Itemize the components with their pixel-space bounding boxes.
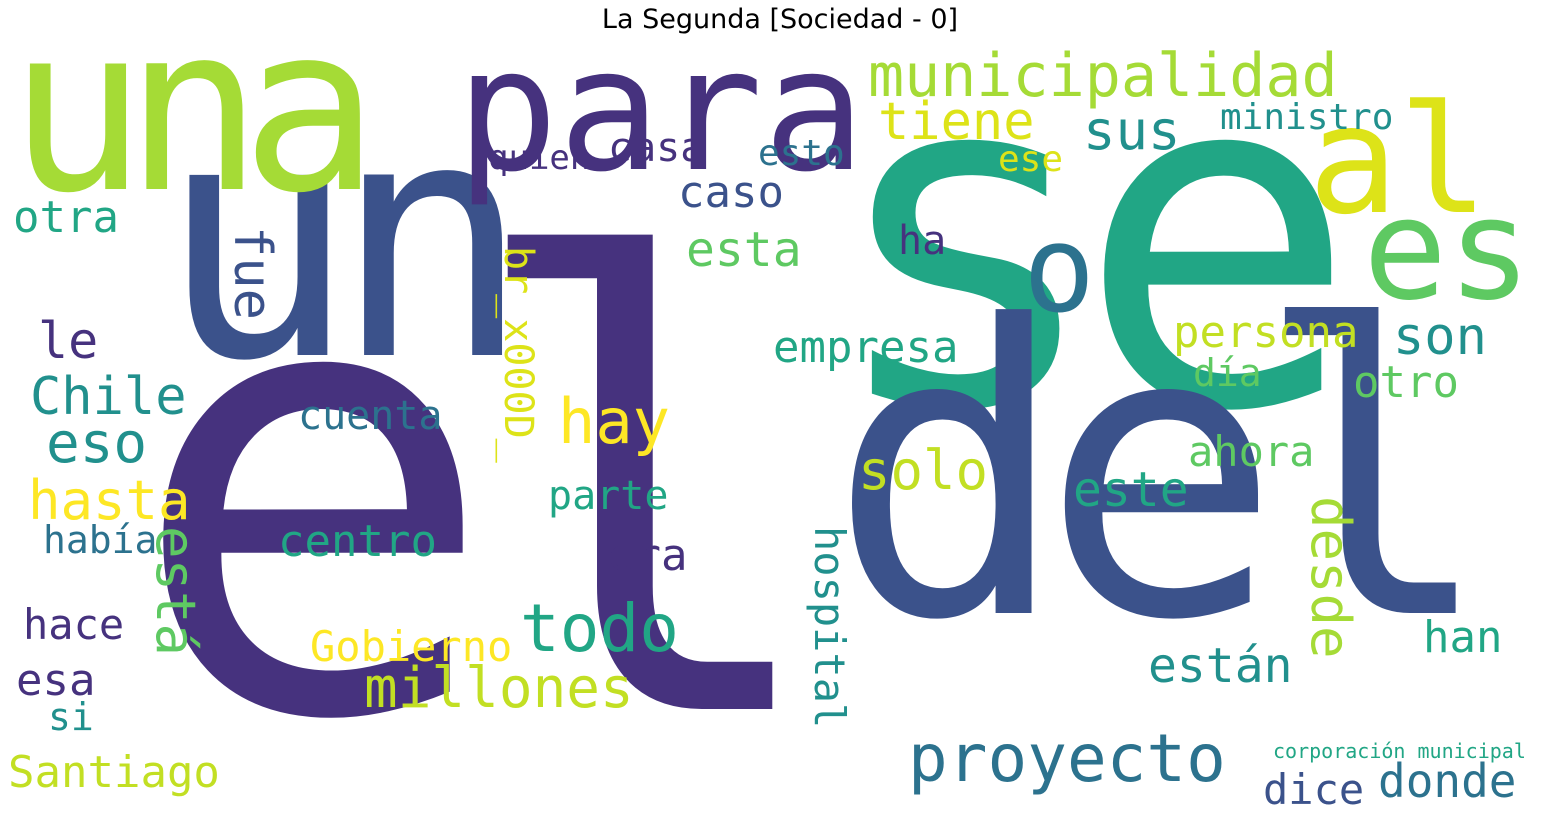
word: han: [1423, 612, 1503, 663]
word: esa: [16, 655, 96, 706]
word: o: [1023, 201, 1096, 340]
word: son: [1393, 307, 1487, 367]
word: fue: [222, 226, 282, 320]
word: este: [1073, 462, 1189, 518]
word: corporación municipal: [1273, 739, 1526, 763]
word: br_x000D_: [495, 246, 541, 463]
word: parte: [548, 473, 669, 519]
word: un: [158, 49, 531, 433]
word: centro: [278, 516, 437, 567]
word: está: [144, 526, 207, 657]
word: al: [1308, 74, 1489, 248]
word: ese: [998, 139, 1064, 180]
word: persona: [1173, 307, 1359, 358]
word: millones: [364, 656, 634, 721]
word: Gobierno: [310, 622, 513, 671]
word: desde: [1299, 496, 1362, 659]
word: había: [43, 518, 158, 562]
word: dice: [1263, 765, 1365, 814]
word: cuenta: [298, 393, 443, 439]
word: para: [456, 36, 866, 210]
word: esta: [686, 222, 802, 278]
word: hasta: [28, 469, 191, 532]
word: casa: [608, 125, 705, 171]
word: esto: [758, 133, 845, 174]
word: otro: [1353, 357, 1459, 408]
word: es: [1363, 169, 1532, 332]
word: era: [608, 530, 688, 581]
word: empresa: [773, 322, 959, 373]
word: donde: [1378, 754, 1517, 808]
word: una: [8, 36, 379, 244]
word: hay: [558, 385, 670, 458]
word: si: [48, 695, 94, 739]
word: se: [823, 36, 1359, 514]
word: municipalidad: [868, 41, 1338, 111]
word: ha: [898, 218, 947, 264]
word-cloud: el se del un una para al es o municipali…: [8, 36, 1552, 816]
word: caso: [678, 167, 784, 218]
word: tiene: [878, 92, 1035, 152]
word: hospital: [805, 526, 854, 729]
word: quien: [488, 138, 591, 178]
word: ministro: [1220, 97, 1394, 138]
word: están: [1148, 638, 1293, 694]
word: Chile: [30, 367, 187, 427]
word: del: [828, 243, 1494, 708]
word: le: [38, 312, 99, 370]
word: día: [1193, 351, 1262, 395]
word: eso: [46, 411, 148, 476]
word: Santiago: [8, 747, 220, 798]
word: proyecto: [908, 720, 1226, 797]
word: solo: [858, 439, 989, 502]
word: otra: [13, 192, 119, 243]
wordcloud-title: La Segunda [Sociedad - 0]: [601, 4, 959, 35]
word: todo: [520, 590, 679, 667]
word: ahora: [1188, 427, 1315, 476]
word: sus: [1083, 99, 1181, 162]
word: el: [126, 135, 833, 816]
word: hace: [23, 600, 125, 649]
